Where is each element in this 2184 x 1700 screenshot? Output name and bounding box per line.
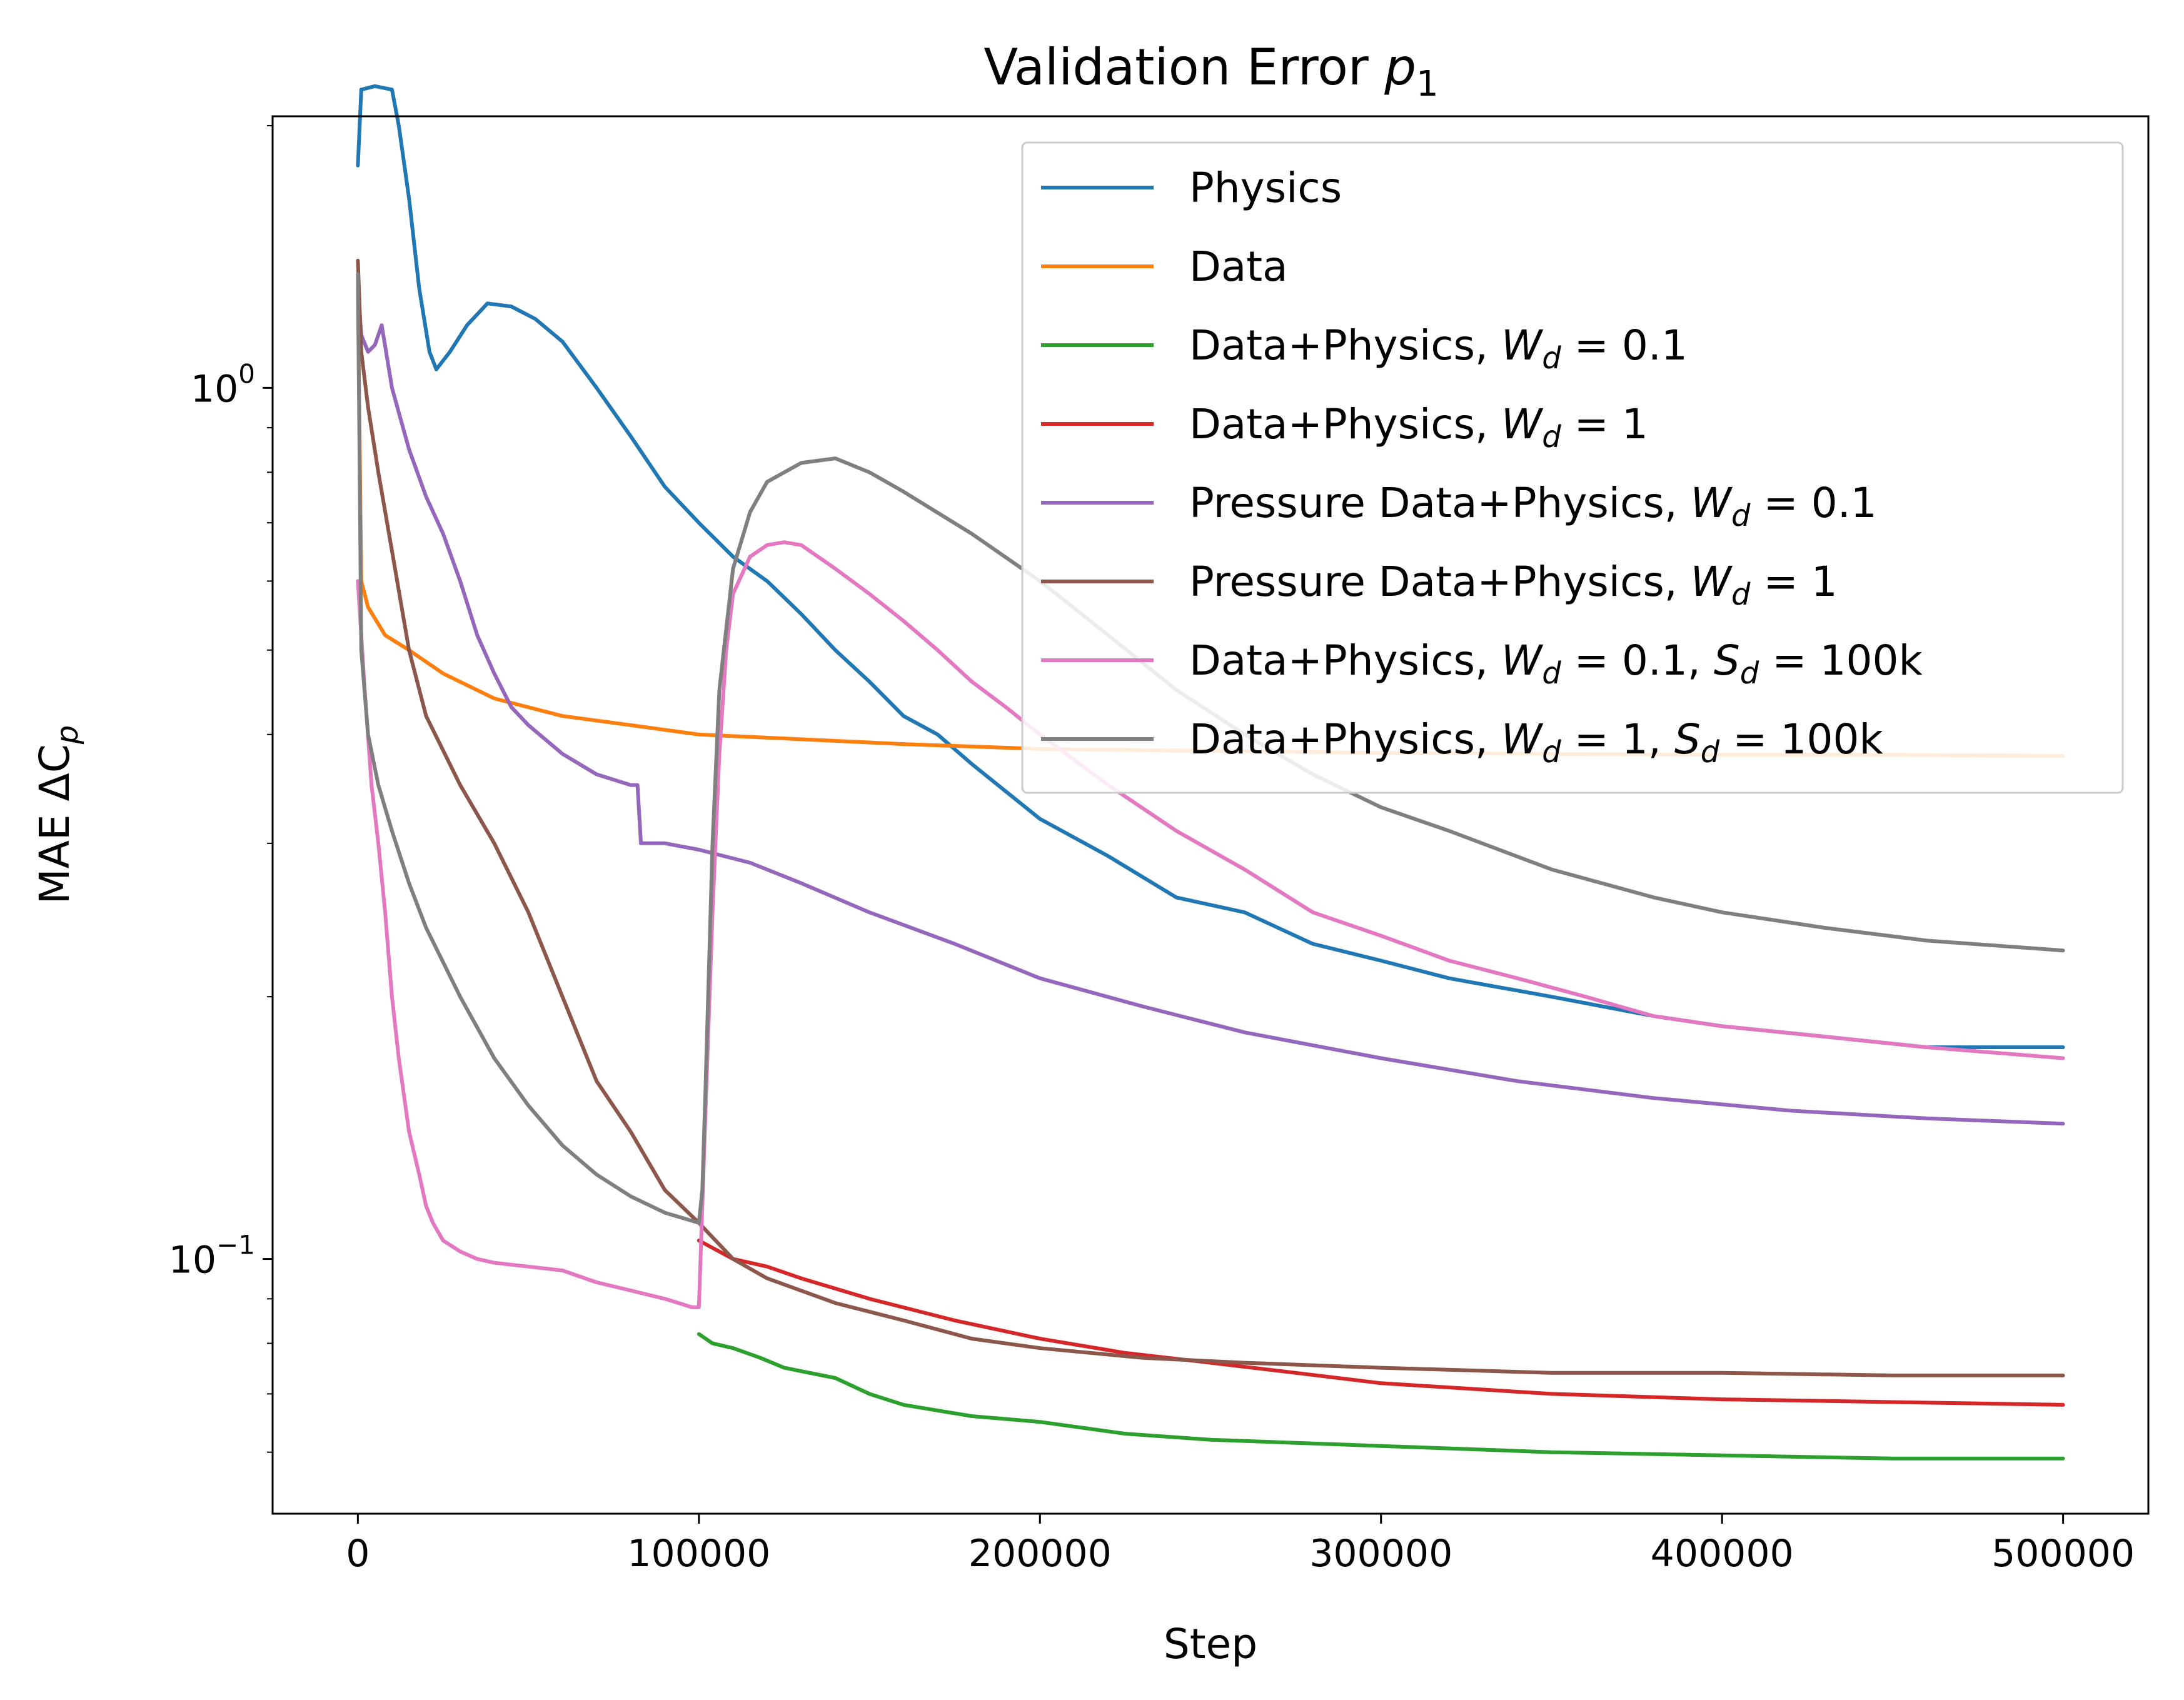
legend-label-2: Data <box>1189 243 1288 291</box>
x-tick-label: 300000 <box>1309 1532 1452 1576</box>
x-tick-label: 100000 <box>627 1532 770 1576</box>
series-group <box>356 84 2065 1461</box>
series-line-1 <box>356 84 2065 1049</box>
legend-label-1: Physics <box>1189 164 1342 212</box>
x-tick-label: 400000 <box>1651 1532 1794 1576</box>
legend-label-4: Data+Physics, Wd = 1 <box>1189 400 1648 455</box>
series-line-4 <box>697 1239 2065 1407</box>
legend-label-8: Data+Physics, Wd = 1, Sd = 100k <box>1189 715 1883 770</box>
legend: Physics Data Data+Physics, Wd = 0.1 Data+Ph… <box>1021 141 2124 794</box>
series-line-3 <box>697 1332 2065 1461</box>
x-tick-label: 200000 <box>969 1532 1112 1576</box>
x-tick-label: 500000 <box>1991 1532 2135 1576</box>
y-tick-label: 10−1 <box>169 1230 255 1282</box>
y-tick-label: 100 <box>191 358 255 411</box>
x-axis-title: Step <box>1164 1620 1257 1668</box>
y-axis: 10−1 100 <box>169 124 273 1453</box>
legend-label-5: Pressure Data+Physics, Wd = 0.1 <box>1189 479 1877 533</box>
x-axis: 0 100000 200000 300000 400000 500000 <box>346 1514 2135 1576</box>
x-tick-label: 0 <box>346 1532 370 1576</box>
series-line-6 <box>356 258 2065 1377</box>
legend-label-6: Pressure Data+Physics, Wd = 1 <box>1189 558 1838 612</box>
legend-label-3: Data+Physics, Wd = 0.1 <box>1189 321 1688 376</box>
series-line-7 <box>356 540 2065 1309</box>
series-line-5 <box>356 286 2065 1126</box>
series-line-8 <box>356 272 2065 1225</box>
legend-frame <box>1021 141 2124 794</box>
legend-label-7: Data+Physics, Wd = 0.1, Sd = 100k <box>1189 636 1923 691</box>
plot-frame <box>271 115 2150 1515</box>
y-axis-title: MAE ΔCp <box>31 725 85 904</box>
chart-title: Validation Error p1 <box>984 38 1438 104</box>
